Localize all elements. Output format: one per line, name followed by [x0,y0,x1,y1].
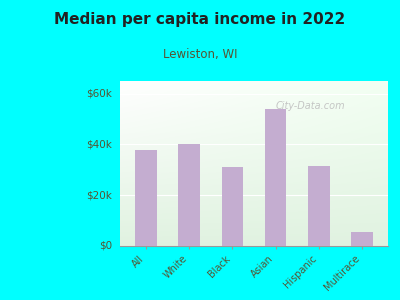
Bar [265,109,286,246]
Text: Lewiston, WI: Lewiston, WI [163,48,237,61]
Text: $0: $0 [99,241,112,251]
Bar [222,167,243,246]
Text: $20k: $20k [86,190,112,200]
Bar [308,166,330,246]
Text: $40k: $40k [86,140,112,149]
Bar [135,149,157,246]
Text: Median per capita income in 2022: Median per capita income in 2022 [54,12,346,27]
Bar [351,232,373,246]
Text: City-Data.com: City-Data.com [276,101,345,111]
Text: $60k: $60k [86,89,112,99]
Bar [178,145,200,246]
